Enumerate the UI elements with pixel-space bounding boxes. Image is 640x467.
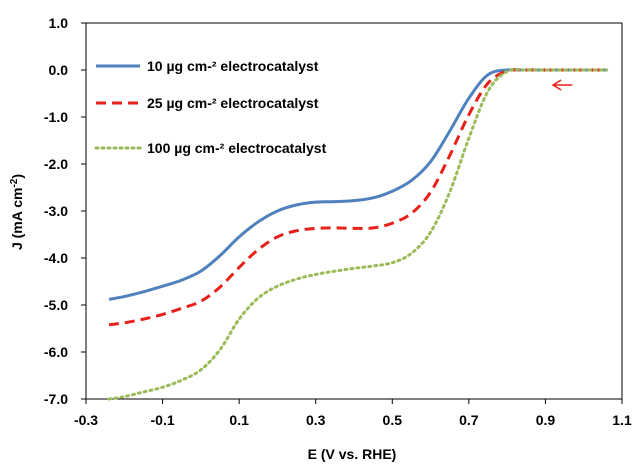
y-axis-title-sup: -2 [9, 178, 20, 187]
y-axis-title-main: J (mA cm [9, 188, 25, 251]
y-tick-label: 0.0 [49, 62, 69, 78]
y-axis-title: J (mA cm-2) [9, 174, 25, 250]
legend-label-2: 25 µg cm-² electrocatalyst [147, 95, 319, 111]
x-tick-label: 0.1 [229, 412, 249, 428]
y-tick-label: -4.0 [44, 250, 68, 266]
annotation-layer [551, 79, 573, 91]
axis-ticks: -0.3 -0.1 0.1 0.3 0.5 0.7 0.9 1.1 1.0 0.0 -1.0 -2.0… [44, 15, 632, 428]
x-tick-label: 0.9 [536, 412, 556, 428]
legend-label-3: 100 µg cm-² electrocatalyst [147, 140, 327, 156]
scan-direction-arrowhead [551, 79, 562, 91]
series-line-3 [107, 67, 609, 401]
y-tick-label: -3.0 [44, 203, 68, 219]
x-tick-label: 0.7 [459, 412, 479, 428]
plot-frame [85, 22, 623, 400]
y-tick-label: -2.0 [44, 156, 68, 172]
series-layer [107, 67, 609, 401]
series-line-1 [108, 68, 607, 301]
x-tick-label: 1.1 [612, 412, 632, 428]
y-tick-label: -7.0 [44, 391, 68, 407]
x-axis-title: E (V vs. RHE) [308, 446, 397, 462]
x-tick-label: -0.1 [151, 412, 175, 428]
series-line-2 [108, 68, 607, 327]
y-tick-label: 1.0 [49, 15, 69, 31]
y-axis-title-end: ) [9, 174, 25, 179]
legend-label-1: 10 µg cm-² electrocatalyst [147, 58, 319, 74]
x-tick-label: -0.3 [74, 412, 98, 428]
y-tick-label: -6.0 [44, 344, 68, 360]
y-tick-label: -5.0 [44, 297, 68, 313]
legend: 10 µg cm-² electrocatalyst 25 µg cm-² ele… [94, 58, 327, 156]
x-tick-label: 0.5 [383, 412, 403, 428]
y-tick-label: -1.0 [44, 109, 68, 125]
x-tick-label: 0.3 [306, 412, 326, 428]
